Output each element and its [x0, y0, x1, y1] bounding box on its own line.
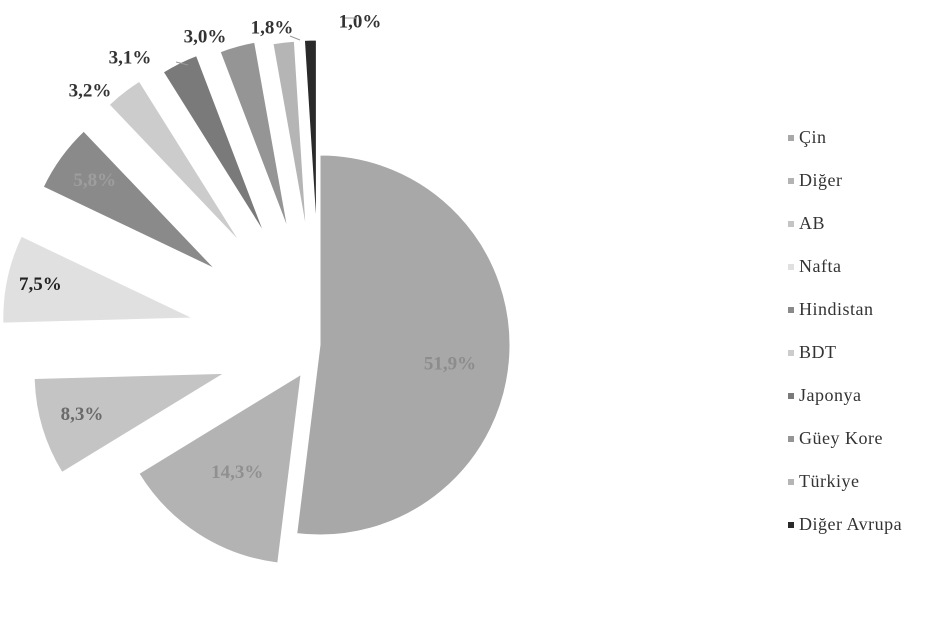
legend-label-6: BDT — [799, 342, 837, 362]
legend-item-3: AB — [788, 202, 902, 245]
data-label-7: 3,1% — [109, 47, 152, 68]
legend-item-10: Diğer Avrupa — [788, 503, 902, 546]
data-label-3: 8,3% — [61, 404, 104, 425]
legend-item-4: Nafta — [788, 245, 902, 288]
legend-label-9: Türkiye — [799, 471, 860, 491]
legend-label-4: Nafta — [799, 256, 842, 276]
legend-item-5: Hindistan — [788, 288, 902, 331]
legend-marker-5 — [788, 306, 794, 313]
pie-slice-10 — [303, 39, 317, 231]
leader-line-2 — [289, 35, 301, 41]
legend-label-1: Çin — [799, 127, 827, 147]
legend-label-2: Diğer — [799, 170, 843, 190]
data-label-8: 3,0% — [184, 26, 227, 47]
data-label-2: 14,3% — [211, 462, 263, 483]
legend-label-3: AB — [799, 213, 826, 233]
legend-label-8: Güey Kore — [799, 428, 883, 448]
pie-slice-6 — [108, 80, 241, 243]
data-label-5: 5,8% — [73, 170, 116, 191]
legend-marker-7 — [788, 392, 794, 399]
legend-marker-8 — [788, 435, 794, 442]
legend-item-1: Çin — [788, 116, 902, 159]
legend-marker-4 — [788, 263, 794, 270]
legend-item-2: Diğer — [788, 159, 902, 202]
legend-marker-6 — [788, 349, 794, 356]
legend-item-7: Japonya — [788, 374, 902, 417]
pie-slice-8 — [219, 41, 289, 230]
legend-marker-3 — [788, 220, 794, 227]
legend: Çin Diğer AB Nafta Hindistan BDT Japonya Güey K… — [788, 116, 902, 546]
data-label-10: 1,0% — [339, 11, 382, 32]
legend-marker-1 — [788, 134, 794, 141]
legend-marker-2 — [788, 177, 794, 184]
legend-item-6: BDT — [788, 331, 902, 374]
legend-label-10: Diğer Avrupa — [799, 514, 903, 534]
data-label-4: 7,5% — [19, 274, 62, 295]
legend-item-8: Güey Kore — [788, 417, 902, 460]
pie-slice-1 — [296, 154, 511, 536]
pie-slice-2 — [138, 373, 302, 564]
pie-slice-9 — [272, 40, 307, 231]
leader-line-1 — [175, 61, 189, 66]
data-label-1: 51,9% — [424, 353, 476, 374]
pie-slice-5 — [42, 130, 216, 270]
legend-label-7: Japonya — [799, 385, 862, 405]
data-label-6: 3,2% — [69, 80, 112, 101]
legend-marker-9 — [788, 478, 794, 485]
data-label-9: 1,8% — [251, 17, 294, 38]
legend-marker-10 — [788, 521, 794, 528]
legend-item-9: Türkiye — [788, 460, 902, 503]
pie-slice-4 — [2, 235, 194, 324]
legend-label-5: Hindistan — [799, 299, 874, 319]
pie-slice-3 — [33, 372, 226, 474]
